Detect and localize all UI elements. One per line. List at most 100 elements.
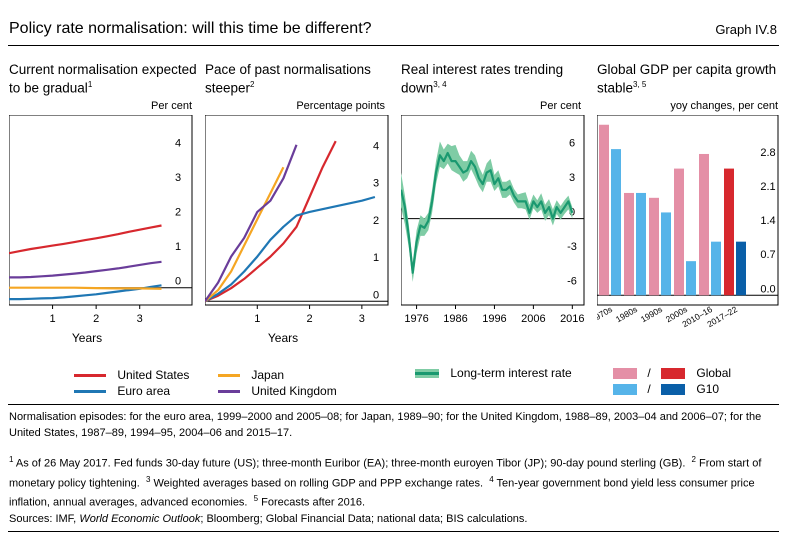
bar-g10-2 bbox=[661, 212, 671, 296]
panel3-chart: -6-303619761986199620062016 bbox=[401, 115, 585, 325]
series-band-long-term-interest-rate bbox=[401, 141, 573, 282]
legend-label: Japan bbox=[251, 368, 285, 382]
legend-separator: / bbox=[647, 366, 651, 380]
legend-item-japan: Japan bbox=[218, 368, 284, 382]
plot-frame bbox=[9, 115, 193, 306]
legend-label: Global bbox=[696, 366, 732, 380]
y-tick-label: 0.0 bbox=[760, 283, 775, 295]
bar-g10-1 bbox=[636, 192, 646, 296]
x-tick-label: 3 bbox=[359, 313, 365, 325]
legend-item-long-term-rate: Long-term interest rate bbox=[415, 366, 572, 380]
footnotes: 1 As of 26 May 2017. Fed funds 30-day fu… bbox=[9, 455, 762, 509]
normalisation-note: Normalisation episodes: for the euro are… bbox=[9, 411, 762, 439]
x-tick-label: 1986 bbox=[443, 313, 467, 325]
panel2-title: Pace of past normalisations steeper2 bbox=[205, 62, 371, 96]
series-line-united-states bbox=[205, 140, 337, 303]
legend-label: G10 bbox=[696, 382, 720, 396]
panel1-title: Current normalisation expected to be gra… bbox=[9, 62, 197, 96]
bar-global-4 bbox=[699, 153, 709, 296]
y-tick-label: 3 bbox=[373, 178, 379, 190]
legend-band-swatch bbox=[415, 369, 439, 379]
y-tick-label: 4 bbox=[373, 140, 379, 152]
legend-item-g10: / G10 bbox=[613, 382, 719, 396]
y-tick-label: 1 bbox=[175, 241, 181, 253]
series-line-japan bbox=[205, 166, 285, 303]
chart-title: Policy rate normalisation: will this tim… bbox=[9, 20, 372, 37]
x-tick-label: 1970s bbox=[597, 304, 614, 324]
y-tick-label: 2 bbox=[175, 207, 181, 219]
legend-item-united-kingdom: United Kingdom bbox=[218, 384, 337, 398]
y-tick-label: 6 bbox=[569, 138, 575, 150]
legend-label: Long-term interest rate bbox=[450, 366, 572, 380]
bar-global-3 bbox=[674, 168, 684, 296]
legend-separator: / bbox=[647, 382, 651, 396]
y-tick-label: 0.7 bbox=[760, 249, 775, 261]
legend-label: Euro area bbox=[117, 384, 171, 398]
y-tick-label: 0 bbox=[175, 276, 181, 288]
bar-g10-0 bbox=[611, 149, 621, 296]
y-tick-label: 1 bbox=[373, 252, 379, 264]
panel4-unit: yoy changes, per cent bbox=[670, 100, 778, 112]
x-tick-label: 1 bbox=[50, 313, 56, 325]
y-tick-label: 2 bbox=[373, 215, 379, 227]
y-tick-label: 3 bbox=[175, 172, 181, 184]
top-rule bbox=[8, 45, 779, 46]
panel3-title: Real interest rates trending down3, 4 bbox=[401, 62, 564, 96]
y-tick-label: -6 bbox=[567, 276, 577, 288]
bar-global-1 bbox=[624, 192, 634, 296]
series-line-japan bbox=[9, 286, 162, 290]
legend-item-euro-area: Euro area bbox=[74, 384, 170, 398]
series-line-united-kingdom bbox=[9, 260, 162, 279]
x-tick-label: 1990s bbox=[639, 304, 664, 324]
x-tick-label: 2006 bbox=[521, 313, 545, 325]
x-axis-label: Years bbox=[72, 331, 102, 345]
x-tick-label: 1 bbox=[254, 313, 260, 325]
sources: Sources: IMF, World Economic Outlook; Bl… bbox=[9, 513, 528, 525]
panel3-unit: Per cent bbox=[540, 100, 581, 112]
graph-id: Graph IV.8 bbox=[715, 22, 777, 37]
legend-swatch bbox=[218, 374, 240, 378]
legend-swatch-dark bbox=[661, 368, 686, 380]
bar-global-5 bbox=[724, 168, 734, 296]
panel1-unit: Per cent bbox=[151, 100, 192, 112]
y-tick-label: 2.8 bbox=[760, 147, 775, 159]
y-tick-label: 1.4 bbox=[760, 215, 775, 227]
legend-swatch-light bbox=[613, 368, 637, 380]
bottom-rule bbox=[8, 531, 779, 532]
panel2-unit: Percentage points bbox=[296, 100, 385, 112]
bar-global-2 bbox=[649, 197, 659, 296]
legend-swatch bbox=[74, 374, 106, 378]
panel2-chart: 0 1 2 3 4 1 2 3 Years bbox=[205, 115, 389, 345]
x-tick-label: 2 bbox=[93, 313, 99, 325]
plot-frame bbox=[401, 115, 585, 306]
legend-swatch bbox=[74, 390, 106, 394]
y-tick-label: 0 bbox=[373, 289, 379, 301]
x-tick-label: 1980s bbox=[614, 304, 639, 324]
legend-swatch bbox=[218, 390, 240, 394]
panel1-chart: 0 1 2 3 4 1 2 3 Years bbox=[9, 115, 193, 345]
legend-label: United Kingdom bbox=[251, 384, 337, 398]
y-tick-label: -3 bbox=[567, 241, 577, 253]
x-tick-label: 1976 bbox=[404, 313, 428, 325]
x-tick-label: 2016 bbox=[560, 313, 584, 325]
panel4-title: Global GDP per capita growth stable3, 5 bbox=[597, 62, 777, 96]
plot-frame bbox=[205, 115, 389, 306]
bar-g10-3 bbox=[686, 261, 696, 296]
bar-g10-5 bbox=[736, 241, 746, 296]
y-tick-label: 4 bbox=[175, 138, 181, 150]
legend-label: United States bbox=[117, 368, 190, 382]
y-tick-label: 3 bbox=[569, 172, 575, 184]
x-tick-label: 1996 bbox=[482, 313, 506, 325]
legend-swatch-dark bbox=[661, 384, 686, 396]
bar-g10-4 bbox=[711, 241, 721, 296]
x-axis-label: Years bbox=[268, 331, 298, 345]
series-line-united-kingdom bbox=[205, 144, 298, 302]
series-line-united-states bbox=[9, 224, 162, 255]
series-line-long-term-interest-rate bbox=[401, 151, 574, 274]
bar-global-0 bbox=[599, 124, 609, 296]
series-line-euro-area bbox=[205, 195, 376, 303]
legend-rule bbox=[8, 404, 779, 405]
x-tick-label: 2 bbox=[307, 313, 313, 325]
y-tick-label: 2.1 bbox=[760, 181, 775, 193]
